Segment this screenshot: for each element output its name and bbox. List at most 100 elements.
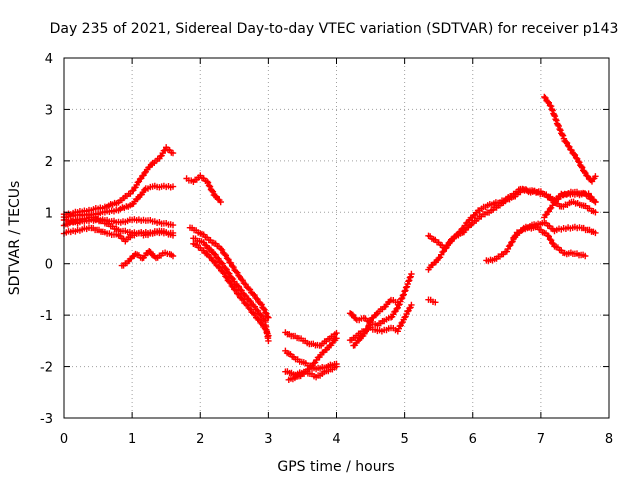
data-point	[121, 265, 123, 268]
y-tick-label: -3	[40, 412, 53, 427]
data-point	[383, 306, 385, 309]
x-tick-label: 3	[264, 432, 272, 447]
data-point	[468, 219, 471, 221]
data-point	[560, 206, 563, 208]
data-point	[104, 221, 106, 224]
data-point	[172, 234, 174, 237]
data-point	[584, 172, 586, 175]
data-point	[233, 280, 236, 283]
data-point	[172, 185, 174, 188]
y-axis-title: SDTVAR / TECUs	[7, 181, 23, 296]
data-point	[117, 229, 120, 232]
axis-layer: 0 1 2 3 4 5 6 7 8 -3 -2 -1 0 1 2 3 4	[40, 52, 613, 447]
data-point	[550, 206, 552, 208]
data-point	[325, 365, 328, 368]
data-point	[482, 214, 484, 216]
data-point	[223, 265, 225, 268]
data-point	[328, 337, 331, 340]
data-point	[427, 268, 430, 270]
data-point	[570, 201, 573, 203]
data-point	[325, 370, 328, 373]
data-point	[366, 329, 368, 332]
data-point	[308, 342, 311, 345]
data-point	[359, 337, 362, 340]
data-point	[138, 232, 140, 234]
data-point	[550, 198, 552, 201]
data-point	[390, 327, 392, 329]
data-point	[533, 224, 535, 226]
data-point	[144, 170, 147, 172]
data-point	[546, 234, 549, 237]
data-point	[390, 316, 392, 319]
data-point	[403, 316, 406, 319]
data-point	[264, 319, 266, 322]
data-point	[397, 301, 399, 304]
chart-title: Day 235 of 2021, Sidereal Day-to-day VTE…	[50, 21, 619, 37]
data-point	[138, 180, 140, 183]
data-point	[543, 216, 546, 219]
data-point	[90, 208, 93, 211]
data-point	[144, 234, 147, 237]
series-arc-24	[541, 93, 599, 185]
data-point	[131, 219, 133, 221]
series-markers	[183, 172, 224, 206]
data-point	[172, 255, 174, 257]
y-tick-label: 1	[45, 206, 53, 221]
series-arc-22	[510, 219, 599, 241]
data-point	[104, 206, 106, 208]
data-point	[557, 124, 559, 126]
series-arc-15	[346, 270, 415, 329]
series-arc-18	[425, 296, 439, 306]
data-point	[250, 291, 253, 293]
data-point	[104, 232, 106, 234]
x-tick-label: 5	[400, 432, 408, 447]
x-tick-label: 7	[537, 432, 545, 447]
series-arc-12	[282, 347, 340, 373]
data-point	[151, 162, 154, 165]
data-point	[284, 350, 287, 352]
series-arc-23	[541, 190, 599, 221]
data-point	[328, 345, 331, 347]
data-point	[448, 242, 450, 244]
data-point	[172, 224, 174, 226]
data-point	[485, 260, 488, 262]
data-point	[199, 232, 202, 234]
data-point	[298, 337, 300, 340]
data-point	[117, 208, 120, 211]
data-point	[519, 188, 522, 190]
data-point	[543, 221, 546, 224]
data-point	[574, 193, 576, 196]
data-point	[223, 273, 225, 275]
data-point	[410, 273, 413, 275]
data-point	[134, 252, 137, 255]
data-point	[158, 157, 161, 160]
data-point	[584, 255, 586, 257]
data-point	[587, 193, 590, 196]
x-tick-label: 2	[196, 432, 204, 447]
data-point	[308, 368, 311, 370]
data-point	[131, 203, 133, 206]
data-point	[192, 180, 195, 183]
series-markers	[60, 144, 177, 218]
data-point	[165, 147, 167, 149]
data-point	[434, 301, 437, 304]
grid-layer	[64, 58, 609, 418]
data-point	[117, 201, 120, 203]
data-point	[594, 201, 597, 203]
data-point	[76, 214, 79, 216]
data-point	[512, 237, 515, 239]
data-point	[124, 239, 127, 242]
series-arc-7	[183, 172, 224, 206]
data-point	[202, 242, 205, 244]
data-point	[335, 365, 338, 368]
data-point	[574, 252, 576, 255]
series-markers	[190, 240, 272, 339]
data-point	[253, 314, 256, 316]
series-arc-16	[346, 301, 415, 344]
data-point	[458, 232, 460, 234]
series-layer	[60, 93, 599, 383]
data-point	[209, 239, 212, 242]
data-point	[161, 252, 164, 255]
data-point	[202, 250, 205, 252]
